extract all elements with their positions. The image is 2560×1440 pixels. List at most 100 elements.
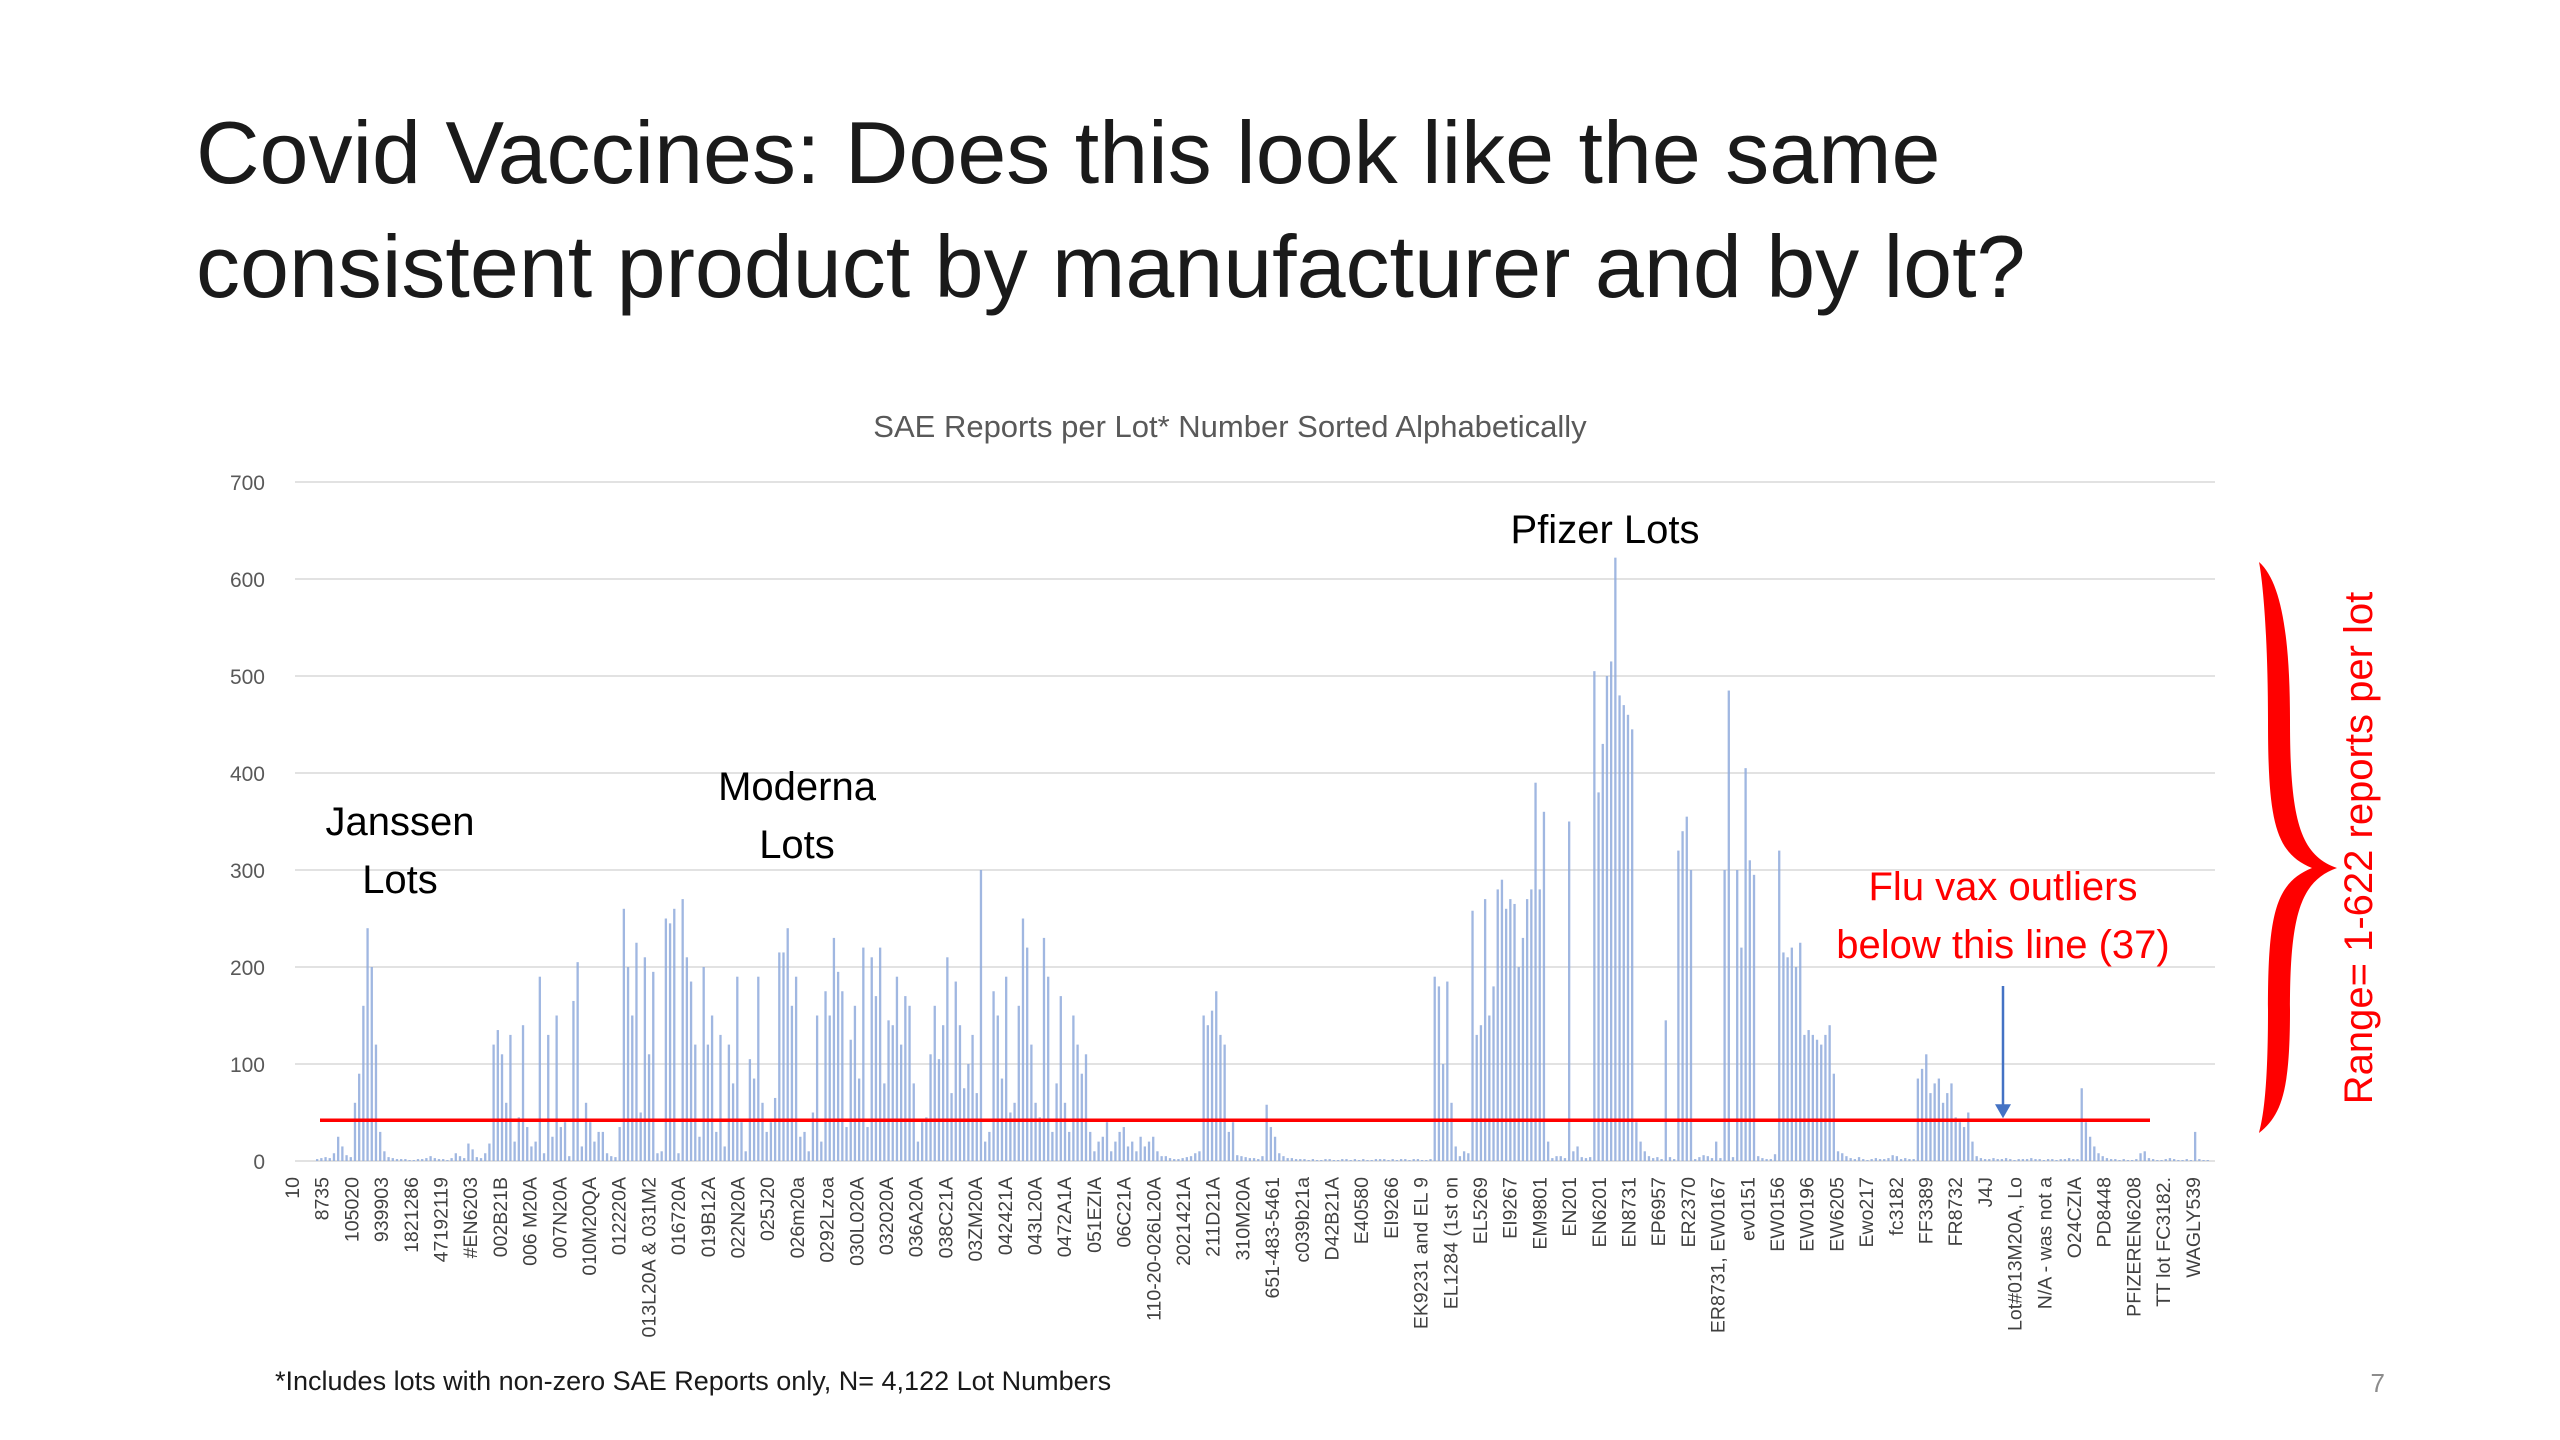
bar (1727, 690, 1730, 1161)
bar (878, 947, 882, 1161)
flu-vax-label: Flu vax outliers (1869, 865, 2138, 909)
bar (597, 1131, 600, 1161)
x-tick-label: EN6201 (1589, 1177, 1611, 1247)
bar (832, 937, 836, 1161)
bar (2042, 1160, 2046, 1161)
bar (1534, 782, 1537, 1161)
bar (727, 1044, 731, 1161)
bar (534, 1141, 537, 1161)
bar (1803, 1034, 1806, 1161)
bar (345, 1155, 348, 1161)
bar (1072, 1015, 1075, 1161)
bar (341, 1146, 344, 1161)
bar (1677, 850, 1680, 1161)
bar (1933, 1083, 1936, 1161)
bar (950, 1093, 953, 1161)
slide-title-line-1: Covid Vaccines: Does this look like the … (196, 103, 1941, 202)
bar (1761, 1158, 1764, 1161)
y-tick-label: 100 (230, 1054, 265, 1077)
bar (929, 1054, 932, 1161)
bar (1744, 768, 1747, 1161)
bar (1051, 1131, 1054, 1161)
x-tick-label: 03ZM20A (965, 1177, 987, 1262)
x-tick-label: EW6205 (1826, 1177, 1848, 1252)
bar (660, 1151, 663, 1161)
bar (2051, 1159, 2054, 1161)
bar (996, 1015, 999, 1161)
moderna-label-line2: Lots (759, 823, 835, 867)
bar (1702, 1155, 1705, 1161)
bar (2072, 1159, 2075, 1161)
bar (492, 1044, 495, 1161)
bar (1496, 889, 1499, 1161)
bar (1593, 671, 1596, 1161)
bar (2046, 1159, 2050, 1161)
x-tick-label: D42B21A (1322, 1177, 1344, 1260)
bar (2206, 1160, 2209, 1161)
bar (379, 1131, 382, 1161)
bar (1521, 937, 1525, 1161)
bar (1891, 1155, 1894, 1161)
bar (988, 1131, 991, 1161)
slide-title-line-2: consistent product by manufacturer and b… (196, 217, 2026, 316)
bar (1483, 899, 1487, 1161)
bar (1261, 1156, 1264, 1161)
bar (1009, 1112, 1012, 1161)
bars (316, 557, 2209, 1161)
bar (1698, 1157, 1701, 1161)
bar (2135, 1159, 2138, 1161)
x-tick-label: 012220A (609, 1177, 631, 1255)
bar (2084, 1122, 2088, 1161)
bar (1920, 1068, 1924, 1161)
bar (563, 1122, 567, 1161)
bar (916, 1141, 920, 1161)
bar (395, 1159, 399, 1161)
bar (975, 1093, 978, 1161)
bar (1345, 1159, 1348, 1161)
bar (2198, 1159, 2201, 1161)
x-tick-label: EI9266 (1381, 1177, 1403, 1239)
bar (1610, 661, 1613, 1161)
bar (387, 1157, 390, 1161)
x-tick-label: 2021421A (1173, 1177, 1195, 1266)
bar (1336, 1160, 1340, 1161)
bar (1572, 1151, 1575, 1161)
bar (1790, 947, 1793, 1161)
bar (408, 1160, 411, 1161)
bar (496, 1030, 499, 1161)
bar (1454, 1146, 1457, 1161)
y-tick-label: 500 (230, 666, 265, 689)
bar (538, 976, 541, 1161)
bar (870, 957, 873, 1161)
bar (782, 952, 785, 1161)
bar (786, 928, 789, 1161)
bar (736, 976, 739, 1161)
bar (2151, 1159, 2155, 1161)
bar (614, 1157, 617, 1161)
bar (1286, 1158, 1289, 1161)
arrow-head (1995, 1104, 2011, 1119)
bar (1660, 1159, 1663, 1161)
bar (521, 1025, 525, 1161)
bar (1899, 1159, 1903, 1161)
bar (862, 947, 865, 1161)
bar (1895, 1156, 1899, 1161)
x-tick-label: 051EZIA (1084, 1177, 1106, 1253)
bar (1979, 1158, 1983, 1161)
bar (479, 1158, 483, 1161)
bar (320, 1158, 323, 1161)
y-tick-label: 200 (230, 957, 265, 980)
bar (2076, 1159, 2079, 1161)
x-tick-label: ER8731, EW0167 (1708, 1177, 1730, 1333)
bar (1198, 1151, 1201, 1161)
bar (2156, 1160, 2159, 1161)
bar (647, 1054, 651, 1161)
bar (1723, 870, 1726, 1161)
bar (551, 1136, 554, 1161)
janssen-label-line2: Lots (362, 858, 438, 902)
bar (555, 1015, 558, 1161)
x-tick-label: PFIZEREN6208 (2123, 1177, 2145, 1317)
bar (664, 918, 668, 1161)
bar (1320, 1160, 1323, 1161)
bar (849, 1039, 852, 1161)
